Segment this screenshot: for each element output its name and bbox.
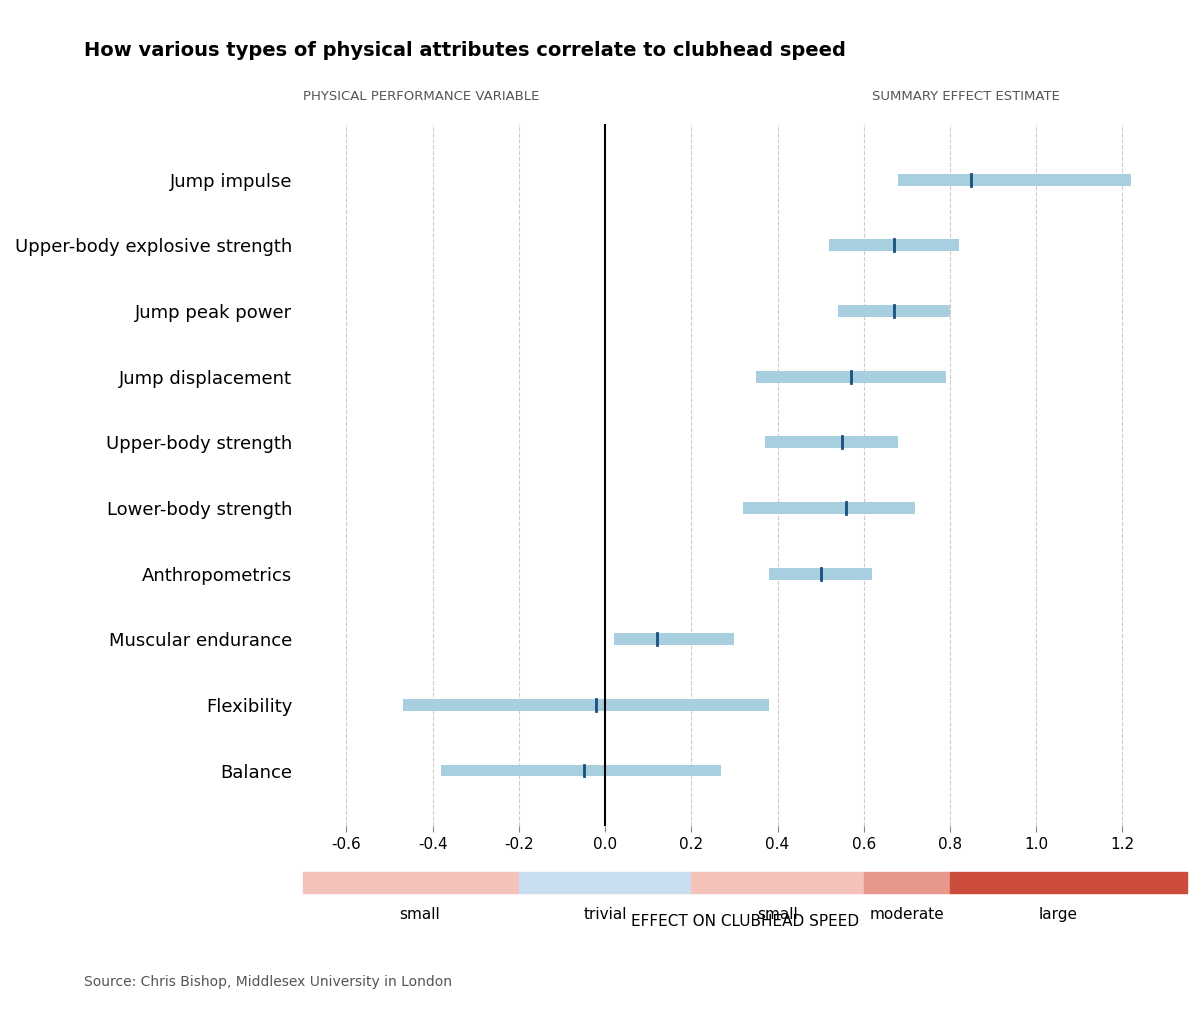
- Bar: [838, 305, 950, 317]
- Text: small: small: [399, 907, 440, 922]
- Bar: [691, 872, 864, 893]
- X-axis label: EFFECT ON CLUBHEAD SPEED: EFFECT ON CLUBHEAD SPEED: [631, 915, 859, 929]
- Text: moderate: moderate: [869, 907, 945, 922]
- Bar: [519, 872, 691, 893]
- Bar: [764, 437, 898, 448]
- Bar: [950, 872, 1188, 893]
- Text: small: small: [757, 907, 798, 922]
- Text: How various types of physical attributes correlate to clubhead speed: How various types of physical attributes…: [84, 41, 846, 60]
- Text: PHYSICAL PERFORMANCE VARIABLE: PHYSICAL PERFORMANCE VARIABLE: [303, 90, 540, 103]
- Bar: [441, 764, 721, 777]
- Text: trivial: trivial: [583, 907, 626, 922]
- Bar: [756, 371, 946, 382]
- Bar: [743, 502, 916, 514]
- Text: SUMMARY EFFECT ESTIMATE: SUMMARY EFFECT ESTIMATE: [873, 90, 1060, 103]
- Text: Source: Chris Bishop, Middlesex University in London: Source: Chris Bishop, Middlesex Universi…: [84, 974, 452, 989]
- Bar: [829, 239, 958, 251]
- Bar: [864, 872, 950, 893]
- Bar: [403, 699, 769, 711]
- Bar: [303, 872, 519, 893]
- Bar: [769, 568, 873, 580]
- Text: large: large: [1039, 907, 1077, 922]
- Bar: [898, 174, 1131, 185]
- Bar: [614, 633, 734, 645]
